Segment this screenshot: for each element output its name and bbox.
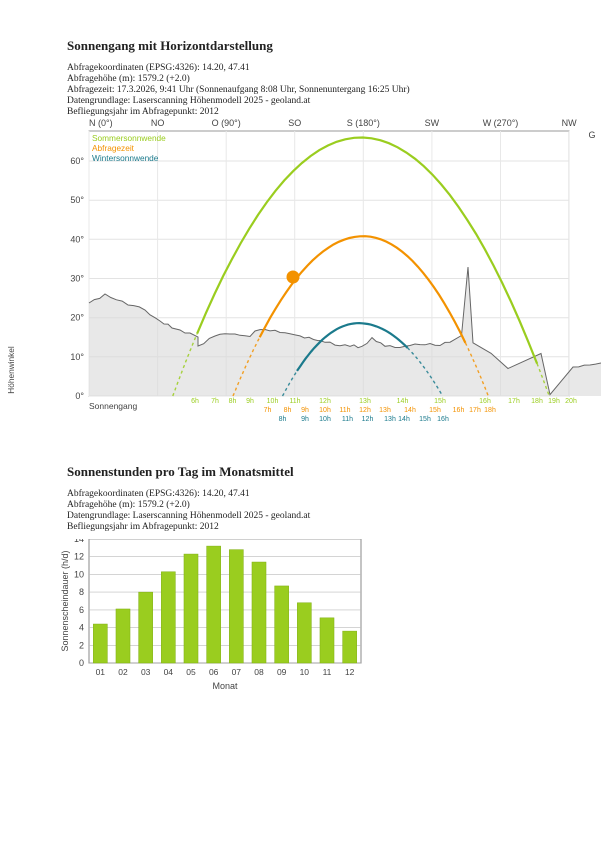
svg-text:Sonnengang: Sonnengang <box>89 401 137 411</box>
svg-text:12: 12 <box>345 667 355 677</box>
svg-text:O (90°): O (90°) <box>212 118 241 128</box>
svg-text:G: G <box>588 130 595 140</box>
svg-text:30°: 30° <box>70 274 84 284</box>
svg-text:11h: 11h <box>289 398 300 405</box>
svg-text:60°: 60° <box>70 156 84 166</box>
svg-text:11h: 11h <box>339 407 350 414</box>
svg-text:9h: 9h <box>301 407 309 414</box>
svg-text:19h: 19h <box>548 398 560 405</box>
svg-text:16h: 16h <box>479 398 491 405</box>
svg-text:4: 4 <box>79 623 84 633</box>
svg-text:11h: 11h <box>342 416 353 423</box>
svg-text:15h: 15h <box>434 398 446 405</box>
svg-text:05: 05 <box>186 667 196 677</box>
svg-text:50°: 50° <box>70 195 84 205</box>
svg-text:18h: 18h <box>484 407 496 414</box>
svg-text:07: 07 <box>232 667 242 677</box>
svg-text:8: 8 <box>79 587 84 597</box>
svg-text:Sommersonnwende: Sommersonnwende <box>92 133 166 143</box>
svg-text:N (0°): N (0°) <box>89 118 113 128</box>
svg-text:10: 10 <box>300 667 310 677</box>
svg-text:8h: 8h <box>284 407 292 414</box>
svg-text:10h: 10h <box>319 416 331 423</box>
svg-text:9h: 9h <box>246 398 254 405</box>
svg-text:10h: 10h <box>319 407 331 414</box>
svg-text:02: 02 <box>118 667 128 677</box>
svg-text:13h: 13h <box>359 398 371 405</box>
svg-text:10h: 10h <box>267 398 279 405</box>
svg-text:14h: 14h <box>404 407 416 414</box>
svg-text:9h: 9h <box>301 416 309 423</box>
svg-text:16h: 16h <box>437 416 449 423</box>
svg-text:0: 0 <box>79 658 84 668</box>
svg-text:NO: NO <box>151 118 165 128</box>
svg-text:06: 06 <box>209 667 219 677</box>
svg-text:10: 10 <box>74 569 84 579</box>
svg-text:2: 2 <box>79 640 84 650</box>
svg-text:17h: 17h <box>508 398 520 405</box>
svg-text:13h: 13h <box>379 407 391 414</box>
svg-text:11: 11 <box>323 667 332 677</box>
svg-text:SO: SO <box>288 118 301 128</box>
svg-text:12: 12 <box>74 552 84 562</box>
svg-text:14h: 14h <box>397 398 409 405</box>
svg-text:NW: NW <box>562 118 577 128</box>
svg-text:Sonnenscheindauer (h/d): Sonnenscheindauer (h/d) <box>60 550 70 651</box>
svg-text:SW: SW <box>425 118 440 128</box>
svg-text:12h: 12h <box>319 398 331 405</box>
svg-text:09: 09 <box>277 667 287 677</box>
svg-text:8h: 8h <box>229 398 237 405</box>
svg-text:Höhenwinkel: Höhenwinkel <box>6 346 16 394</box>
svg-text:6h: 6h <box>191 398 199 405</box>
svg-text:15h: 15h <box>429 407 441 414</box>
svg-text:Wintersonnwende: Wintersonnwende <box>92 153 159 163</box>
svg-text:17h: 17h <box>469 407 481 414</box>
svg-text:7h: 7h <box>264 407 272 414</box>
svg-text:Abfragezeit: Abfragezeit <box>92 143 135 153</box>
svg-text:S (180°): S (180°) <box>347 118 380 128</box>
svg-text:15h: 15h <box>419 416 431 423</box>
svg-text:18h: 18h <box>531 398 543 405</box>
svg-text:10°: 10° <box>70 352 84 362</box>
svg-text:7h: 7h <box>211 398 219 405</box>
svg-text:Monat: Monat <box>212 681 238 689</box>
svg-text:0°: 0° <box>75 391 84 401</box>
svg-text:04: 04 <box>164 667 174 677</box>
svg-text:6: 6 <box>79 605 84 615</box>
svg-text:13h: 13h <box>384 416 396 423</box>
svg-text:16h: 16h <box>453 407 465 414</box>
svg-text:12h: 12h <box>362 416 374 423</box>
svg-text:14h: 14h <box>398 416 410 423</box>
svg-text:20°: 20° <box>70 313 84 323</box>
svg-text:08: 08 <box>254 667 264 677</box>
svg-text:W (270°): W (270°) <box>483 118 519 128</box>
svg-text:20h: 20h <box>565 398 577 405</box>
svg-text:03: 03 <box>141 667 151 677</box>
svg-text:12h: 12h <box>359 407 371 414</box>
svg-text:01: 01 <box>96 667 106 677</box>
svg-text:14: 14 <box>74 539 84 544</box>
svg-text:40°: 40° <box>70 234 84 244</box>
svg-text:8h: 8h <box>279 416 287 423</box>
